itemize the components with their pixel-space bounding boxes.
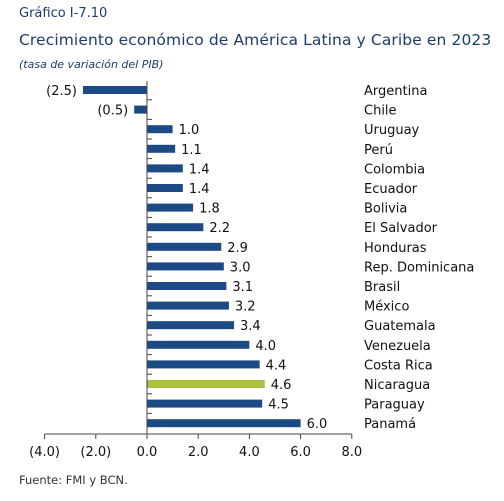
bar-bolivia <box>147 203 194 212</box>
category-label-peru: Perú <box>364 143 393 158</box>
value-label-uruguay: 1.0 <box>179 123 200 138</box>
category-label-rep-dominicana: Rep. Dominicana <box>364 260 474 275</box>
value-label-mexico: 3.2 <box>235 300 256 315</box>
bar-colombia <box>147 164 183 173</box>
category-label-venezuela: Venezuela <box>364 339 431 354</box>
value-label-brasil: 3.1 <box>232 280 253 295</box>
value-label-venezuela: 4.0 <box>255 339 276 354</box>
x-tick-label: 0.0 <box>137 445 158 460</box>
bar-ecuador <box>147 184 183 192</box>
bar-honduras <box>147 242 222 251</box>
bar-brasil <box>147 282 227 290</box>
bar-el-salvador <box>147 223 204 232</box>
value-label-argentina: (2.5) <box>46 84 77 99</box>
category-label-colombia: Colombia <box>364 162 425 177</box>
x-tick-label: (2.0) <box>80 445 111 460</box>
value-label-el-salvador: 2.2 <box>209 221 230 236</box>
category-label-el-salvador: El Salvador <box>364 221 438 236</box>
value-label-panama: 6.0 <box>307 417 328 432</box>
x-tick-label: 6.0 <box>290 445 311 460</box>
bar-rep-dominicana <box>147 262 224 271</box>
value-label-paraguay: 4.5 <box>268 398 289 413</box>
bar-costa-rica <box>147 360 260 369</box>
x-tick-label: 8.0 <box>341 445 362 460</box>
x-tick-label: (4.0) <box>29 445 60 460</box>
value-label-honduras: 2.9 <box>227 241 248 256</box>
category-label-brasil: Brasil <box>364 280 400 295</box>
value-label-chile: (0.5) <box>97 104 128 119</box>
bar-nicaragua <box>147 380 265 388</box>
value-label-colombia: 1.4 <box>189 162 210 177</box>
bar-panama <box>147 419 301 428</box>
x-tick-label: 4.0 <box>239 445 260 460</box>
bar-venezuela <box>147 340 250 349</box>
bar-chile <box>134 105 147 114</box>
bar-argentina <box>83 86 147 94</box>
category-label-paraguay: Paraguay <box>364 398 425 413</box>
category-label-argentina: Argentina <box>364 84 427 99</box>
figure-label: Gráfico I-7.10 <box>19 6 108 21</box>
bar-peru <box>147 144 176 153</box>
bar-uruguay <box>147 125 173 134</box>
bar-paraguay <box>147 399 263 408</box>
category-label-honduras: Honduras <box>364 241 427 256</box>
value-label-peru: 1.1 <box>181 143 202 158</box>
category-label-chile: Chile <box>364 104 397 119</box>
value-label-guatemala: 3.4 <box>240 319 261 334</box>
chart-title: Crecimiento económico de América Latina … <box>19 31 492 49</box>
bar-guatemala <box>147 321 235 330</box>
category-label-costa-rica: Costa Rica <box>364 358 433 373</box>
value-label-costa-rica: 4.4 <box>266 358 287 373</box>
value-label-ecuador: 1.4 <box>189 182 210 197</box>
x-tick-label: 2.0 <box>188 445 209 460</box>
chart-subtitle: (tasa de variación del PIB) <box>19 58 164 71</box>
value-label-rep-dominicana: 3.0 <box>230 260 251 275</box>
category-label-guatemala: Guatemala <box>364 319 436 334</box>
category-label-panama: Panamá <box>364 417 416 432</box>
category-label-ecuador: Ecuador <box>364 182 418 197</box>
source-note: Fuente: FMI y BCN. <box>19 473 128 487</box>
category-label-mexico: México <box>364 300 409 315</box>
category-label-bolivia: Bolivia <box>364 202 407 217</box>
value-label-nicaragua: 4.6 <box>271 378 292 393</box>
value-label-bolivia: 1.8 <box>199 202 220 217</box>
bar-mexico <box>147 301 229 310</box>
category-label-uruguay: Uruguay <box>364 123 420 138</box>
category-label-nicaragua: Nicaragua <box>364 378 430 393</box>
